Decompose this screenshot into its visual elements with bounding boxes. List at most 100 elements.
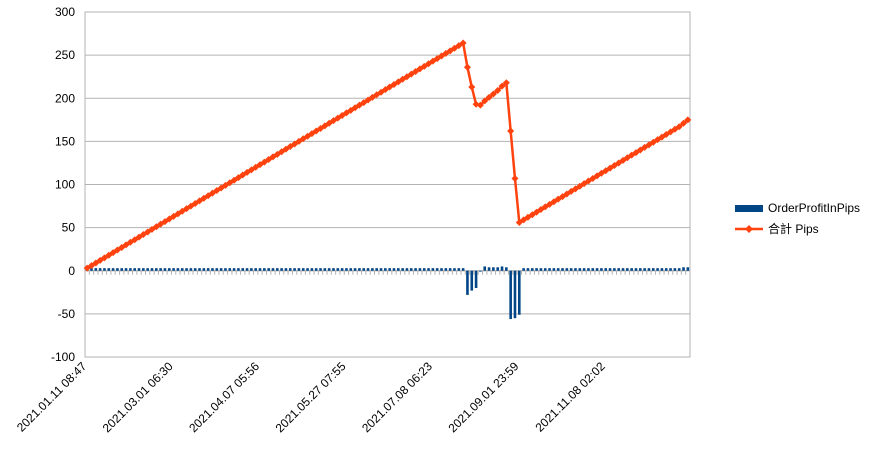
marker (485, 93, 493, 101)
legend-marker (745, 225, 753, 233)
x-tick-label: 2021.04.07 05:56 (186, 359, 262, 435)
bar (206, 268, 210, 271)
marker (489, 90, 497, 98)
bar (293, 268, 296, 271)
y-tick-label: 100 (55, 178, 75, 192)
bar (306, 268, 309, 271)
bar (682, 267, 685, 271)
x-tick-label: 2021.11.08 02:02 (533, 359, 609, 435)
marker (498, 82, 506, 90)
bar (193, 268, 197, 271)
bar (250, 268, 253, 271)
bar (526, 268, 530, 271)
bar (180, 268, 184, 271)
bar (561, 268, 564, 271)
bar (673, 268, 677, 271)
bar (574, 268, 577, 271)
bar (518, 270, 521, 315)
x-tick-label: 2021.01.11 08:47 (14, 359, 90, 435)
bar (202, 268, 206, 271)
bar (362, 268, 366, 271)
bar (397, 268, 400, 271)
bar (314, 268, 318, 271)
bar (120, 268, 124, 271)
bar (422, 268, 426, 271)
bar (228, 268, 232, 271)
bar (111, 268, 115, 271)
marker (312, 127, 320, 135)
bar (457, 268, 461, 271)
y-tick-label: -100 (51, 350, 75, 364)
bar (669, 268, 672, 271)
bar (505, 267, 508, 271)
bar (440, 268, 443, 271)
bar (167, 268, 171, 271)
marker (511, 174, 519, 182)
bar (245, 268, 249, 271)
bar (656, 268, 659, 271)
marker (675, 123, 683, 131)
bar (621, 268, 625, 271)
bar (617, 268, 620, 271)
bar (137, 268, 141, 271)
marker (468, 83, 476, 91)
bar (176, 268, 180, 271)
bar (543, 268, 547, 271)
bar (267, 268, 270, 271)
bar (565, 268, 569, 271)
bar (323, 268, 327, 271)
bar (595, 268, 599, 271)
y-tick-label: -50 (58, 307, 76, 321)
bar (375, 268, 378, 271)
bar (258, 268, 262, 271)
y-tick-label: 300 (55, 5, 75, 19)
bar (677, 268, 681, 271)
bar (371, 268, 374, 271)
bar (643, 268, 646, 271)
bar (392, 268, 396, 271)
bar (535, 268, 538, 271)
bar (522, 268, 525, 271)
bar (280, 268, 283, 271)
bar (461, 268, 465, 271)
line (86, 41, 689, 270)
bar (332, 268, 335, 271)
bar (146, 268, 149, 271)
marker (481, 97, 489, 105)
bar (353, 268, 357, 271)
marker (252, 163, 260, 171)
marker (494, 86, 502, 94)
bar (159, 268, 162, 271)
bar (487, 267, 491, 271)
bar (358, 268, 361, 271)
bar (569, 268, 573, 271)
bar (474, 270, 478, 288)
bar (582, 268, 586, 271)
bar (133, 268, 136, 271)
bar (172, 268, 175, 271)
marker (507, 127, 515, 135)
bar (496, 267, 499, 271)
bar (483, 266, 487, 271)
bar (189, 268, 193, 271)
bar (418, 268, 422, 271)
bar (254, 268, 257, 271)
bar (453, 268, 456, 271)
bar (319, 268, 322, 271)
bar (647, 268, 651, 271)
bar (163, 268, 167, 271)
bar (530, 268, 534, 271)
bar (401, 268, 404, 271)
bar (185, 268, 188, 271)
bar (604, 268, 608, 271)
bar (107, 268, 111, 271)
marker (476, 101, 484, 109)
bar (427, 268, 430, 271)
bar (664, 268, 668, 271)
y-tick-label: 0 (68, 264, 75, 278)
x-tick-label: 2021.05.27 07:55 (273, 359, 349, 435)
bar (509, 270, 512, 320)
bar (271, 268, 275, 271)
bar (366, 268, 370, 271)
